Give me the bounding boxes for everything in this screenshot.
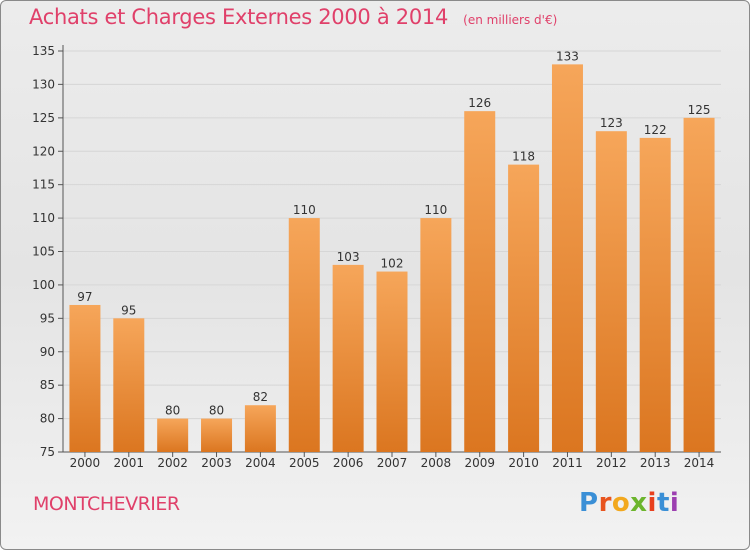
x-tick-label: 2007 [377,456,408,470]
x-tick-label: 2005 [289,456,320,470]
chart-title: Achats et Charges Externes 2000 à 2014 [29,5,449,29]
y-tick-label: 105 [32,245,55,259]
y-tick-label: 95 [40,311,55,325]
x-tick-label: 2014 [684,456,715,470]
commune-name: MONTCHEVRIER [33,493,180,515]
data-label: 110 [293,203,316,217]
chart-unit: (en milliers d'€) [463,13,558,27]
bar-2003 [201,418,233,452]
x-tick-label: 2009 [464,456,495,470]
bar-2014 [683,117,715,452]
y-tick-label: 85 [40,378,55,392]
x-tick-label: 2003 [201,456,232,470]
bar-layer [69,64,715,453]
data-label: 125 [688,103,711,117]
x-tick-label: 2010 [508,456,539,470]
y-tick-label: 120 [32,144,55,158]
y-tick-label: 135 [32,44,55,58]
logo-letter: i [669,488,680,518]
bar-2007 [376,271,408,452]
y-tick-label: 130 [32,77,55,91]
data-label: 80 [165,404,180,418]
bar-2004 [244,405,276,452]
data-label: 118 [512,150,535,164]
data-label: 110 [424,203,447,217]
bar-2000 [69,304,101,452]
logo-letter: t [656,488,670,518]
x-tick-label: 2004 [245,456,276,470]
logo-letter: x [630,488,648,518]
proxiti-logo[interactable]: Proxiti [579,488,679,518]
data-label: 103 [337,250,360,264]
data-label: 126 [468,96,491,110]
x-tick-label: 2006 [333,456,364,470]
data-label: 95 [121,303,136,317]
bar-2001 [113,318,145,452]
logo-letter: o [611,488,631,518]
bar-2011 [551,64,583,452]
data-label: 102 [381,257,404,271]
data-label: 80 [209,404,224,418]
data-label: 97 [77,290,92,304]
y-tick-label: 110 [32,211,55,225]
y-tick-label: 125 [32,111,55,125]
bar-2008 [420,218,452,452]
y-tick-label: 75 [40,445,55,459]
x-tick-label: 2011 [552,456,583,470]
data-label-layer: 97 95 80 80 82 110 103 102 110 126 118 133 123 122 125 [77,49,710,417]
x-tick-label: 2001 [114,456,145,470]
x-tick-label: 2012 [596,456,627,470]
x-tick-label: 2002 [157,456,188,470]
data-label: 122 [644,123,667,137]
axis-layer: 75 80 85 90 95 100 105 110 115 120 125 130 135 2000 20… [32,44,721,470]
bar-2010 [508,164,540,452]
data-label: 123 [600,116,623,130]
bar-2002 [157,418,189,452]
logo-letter: i [647,488,657,518]
data-label: 82 [253,390,268,404]
x-tick-label: 2013 [640,456,671,470]
bar-2009 [464,111,496,453]
logo-letter: r [598,488,612,518]
bar-2012 [595,131,627,452]
y-tick-label: 115 [32,178,55,192]
x-tick-label: 2008 [421,456,452,470]
y-tick-label: 80 [40,412,55,426]
y-tick-label: 90 [40,345,55,359]
bar-2006 [332,264,364,452]
data-label: 133 [556,49,579,63]
x-tick-label: 2000 [70,456,101,470]
logo-letter: P [579,488,599,518]
bar-2005 [288,218,320,452]
y-tick-label: 100 [32,278,55,292]
bar-2013 [639,137,671,452]
title-row: Achats et Charges Externes 2000 à 2014 (… [29,5,557,29]
